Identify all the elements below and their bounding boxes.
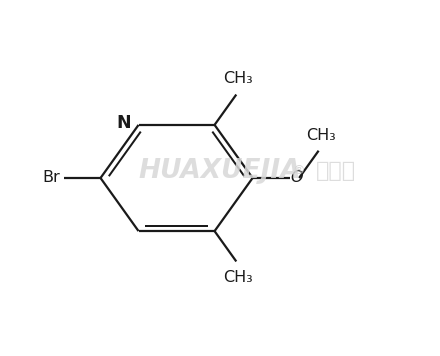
Text: HUAXUEJIA: HUAXUEJIA bbox=[139, 158, 301, 184]
Text: CH₃: CH₃ bbox=[224, 71, 253, 86]
Text: N: N bbox=[116, 114, 131, 132]
Text: CH₃: CH₃ bbox=[306, 128, 336, 143]
Text: Br: Br bbox=[42, 171, 60, 185]
Text: ®: ® bbox=[292, 164, 304, 178]
Text: 化学加: 化学加 bbox=[315, 161, 356, 181]
Text: O: O bbox=[291, 171, 304, 185]
Text: CH₃: CH₃ bbox=[224, 270, 253, 285]
